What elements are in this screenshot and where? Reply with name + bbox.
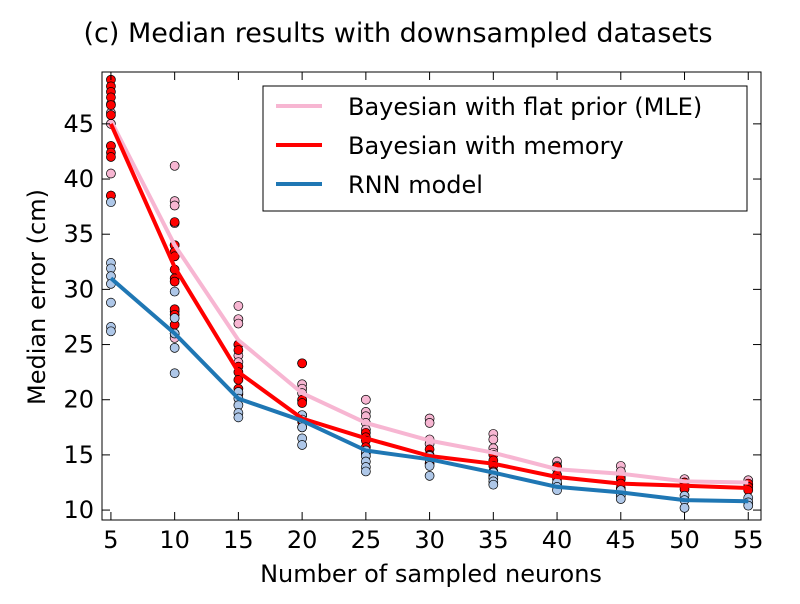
data-point-series-2	[679, 503, 690, 513]
y-tick-label: 15	[63, 441, 94, 469]
data-point-series-0	[488, 434, 499, 445]
x-tick-label: 25	[351, 526, 382, 554]
data-point-series-0	[361, 394, 371, 405]
plot-frame	[101, 71, 762, 521]
data-point-series-1	[169, 217, 180, 227]
data-point-series-2	[106, 297, 116, 308]
x-tick-label: 20	[287, 526, 318, 554]
data-point-series-2	[297, 440, 307, 450]
data-point-series-2	[424, 471, 435, 481]
legend-label-0: Bayesian with flat prior (MLE)	[348, 93, 702, 121]
data-point-series-2	[361, 466, 371, 477]
data-point-series-2	[615, 494, 626, 504]
data-point-series-0	[106, 168, 116, 179]
x-tick-label: 55	[733, 526, 764, 554]
series-line-0	[109, 119, 749, 485]
x-tick-label: 40	[542, 526, 573, 554]
x-tick-label: 45	[606, 526, 637, 554]
x-tick-label: 30	[414, 526, 445, 554]
data-point-series-0	[233, 318, 244, 329]
x-axis-label: Number of sampled neurons	[260, 560, 602, 588]
data-point-series-1	[106, 100, 116, 110]
data-point-series-1	[297, 398, 307, 408]
series-line-1	[109, 123, 749, 490]
data-point-series-0	[424, 418, 435, 428]
y-tick-label: 30	[63, 275, 94, 303]
series-line-2	[109, 276, 749, 504]
data-point-series-2	[488, 479, 499, 490]
data-point-series-1	[106, 110, 116, 120]
data-point-series-2	[424, 461, 435, 471]
y-tick-label: 20	[63, 386, 94, 414]
y-tick-label: 40	[63, 165, 94, 193]
x-tick-label: 35	[478, 526, 509, 554]
x-tick-label: 50	[669, 526, 700, 554]
y-tick-label: 25	[63, 331, 94, 359]
y-tick-label: 35	[63, 220, 94, 248]
x-tick-label: 10	[159, 526, 190, 554]
data-point-series-2	[169, 343, 180, 353]
axis-ticks: 5 10 15 20 25 30 35 40 45 50 55 10 15 20 25 30 35 40 45	[63, 72, 764, 554]
chart-title: (c) Median results with downsampled data…	[83, 18, 712, 49]
legend-label-1: Bayesian with memory	[348, 132, 624, 160]
y-tick-label: 10	[63, 496, 94, 524]
data-point-series-2	[169, 313, 180, 323]
data-point-series-1	[106, 152, 116, 162]
data-point-series-2	[233, 412, 244, 423]
legend-label-2: RNN model	[348, 171, 483, 199]
data-point-series-0	[169, 160, 180, 171]
legend-box	[262, 85, 748, 212]
data-point-series-1	[233, 345, 244, 355]
data-point-series-0	[233, 301, 244, 311]
data-point-series-1	[297, 358, 307, 369]
legend: Bayesian with flat prior (MLE) Bayesian w…	[262, 85, 748, 212]
data-point-series-2	[169, 286, 180, 297]
data-point-series-0	[169, 200, 180, 211]
data-point-series-1	[169, 276, 180, 287]
data-point-series-2	[106, 197, 116, 208]
y-axis-label: Median error (cm)	[23, 189, 51, 405]
x-tick-label: 15	[223, 526, 254, 554]
y-tick-label: 45	[63, 110, 94, 138]
x-tick-label: 5	[103, 526, 118, 554]
data-point-series-2	[169, 368, 180, 379]
data-point-series-2	[106, 326, 116, 337]
series-lines	[109, 119, 749, 504]
